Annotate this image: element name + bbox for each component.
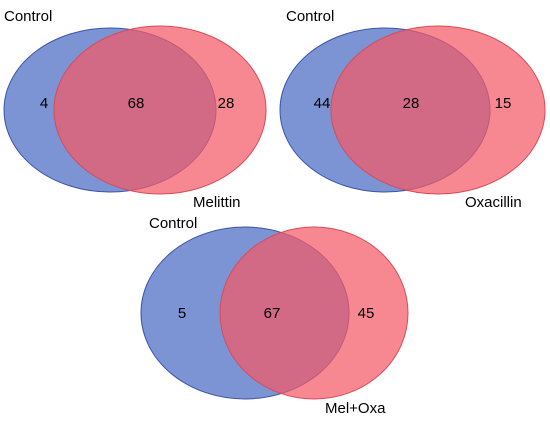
count-control-only: 4 [40,95,48,112]
venn-circle-mel-oxa [219,226,409,400]
venn-circle-melittin [53,25,267,195]
count-control-only: 44 [314,95,331,112]
count-overlap: 67 [264,305,281,322]
venn-diagram-oxacillin: Control Oxacillin 44 28 15 [279,8,546,211]
venn-diagram-mel-oxa: Control Mel+Oxa 5 67 45 [140,215,409,417]
label-melittin: Melittin [193,194,241,211]
label-control: Control [4,8,52,25]
venn-circle-oxacillin [330,25,546,195]
count-melittin-only: 28 [218,95,235,112]
count-overlap: 28 [403,95,420,112]
venn-diagram-melittin: Control Melittin 4 68 28 [3,8,267,211]
count-control-only: 5 [178,305,186,322]
label-oxacillin: Oxacillin [465,194,522,211]
count-overlap: 68 [128,95,145,112]
label-mel-oxa: Mel+Oxa [325,400,386,417]
count-mel-oxa-only: 45 [358,305,375,322]
label-control: Control [286,8,334,25]
count-oxacillin-only: 15 [495,95,512,112]
label-control: Control [149,215,197,232]
